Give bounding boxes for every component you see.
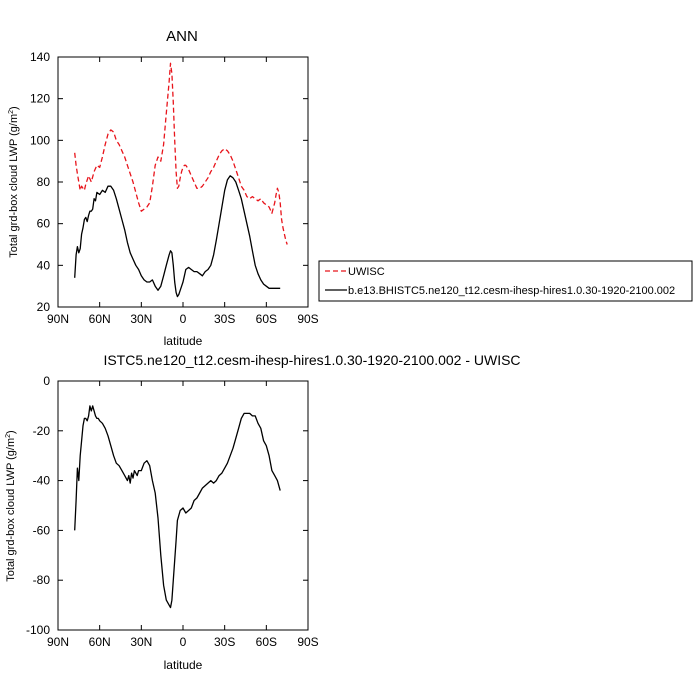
top-xtick-label: 0	[180, 312, 187, 326]
top-panel-ylabel: Total grd-box cloud LWP (g/m2)	[8, 106, 20, 257]
top-ytick-label: 80	[37, 175, 51, 189]
top-xtick-label: 60N	[89, 312, 111, 326]
top-xtick-label: 60S	[256, 312, 277, 326]
top-ytick-label: 100	[30, 133, 50, 147]
bottom-series-line-0	[74, 405, 281, 609]
bottom-xtick-label: 0	[180, 635, 187, 649]
top-ytick-label: 120	[30, 92, 50, 106]
bottom-ytick-label: -40	[33, 474, 51, 488]
top-ytick-label: 140	[30, 50, 50, 64]
legend-box	[318, 260, 693, 302]
bottom-xtick-label: 30N	[130, 635, 152, 649]
bottom-series-group	[74, 405, 281, 609]
bottom-panel-xlabel: latitude	[164, 658, 203, 672]
top-xtick-label: 30S	[214, 312, 235, 326]
bottom-panel-ylabel: Total grd-box cloud LWP (g/m2)	[5, 430, 17, 581]
bottom-ytick-label: -20	[33, 424, 51, 438]
top-series-line-0	[74, 62, 288, 245]
legend-label-model: b.e13.BHISTC5.ne120_t12.cesm-ihesp-hires…	[348, 285, 675, 297]
bottom-plot-frame	[57, 380, 309, 631]
top-ytick-label: 40	[37, 258, 51, 272]
top-xtick-label: 90N	[47, 312, 69, 326]
bottom-ytick-label: -100	[26, 623, 50, 637]
legend: UWISC b.e13.BHISTC5.ne120_t12.cesm-ihesp…	[318, 260, 693, 302]
bottom-ytick-label: 0	[43, 374, 50, 388]
bottom-xtick-label: 30S	[214, 635, 235, 649]
top-plot-frame	[57, 56, 309, 308]
bottom-xtick-label: 90N	[47, 635, 69, 649]
top-ytick-label: 20	[37, 300, 51, 314]
top-series-line-1	[74, 175, 281, 298]
top-x-axis: 90N 60N 30N 0 30S 60S 90S	[47, 57, 319, 326]
bottom-xtick-label: 60N	[89, 635, 111, 649]
top-xtick-label: 30N	[130, 312, 152, 326]
top-series-group	[74, 62, 288, 298]
legend-label-uwisc: UWISC	[348, 266, 385, 278]
bottom-ytick-label: -80	[33, 573, 51, 587]
bottom-y-axis: -100 -80 -60 -40 -20 0	[26, 374, 308, 637]
bottom-xtick-label: 90S	[297, 635, 318, 649]
top-panel-xlabel: latitude	[164, 334, 203, 348]
bottom-ytick-label: -60	[33, 523, 51, 537]
bottom-panel-title: ISTC5.ne120_t12.cesm-ihesp-hires1.0.30-1…	[103, 352, 520, 368]
top-ytick-label: 60	[37, 217, 51, 231]
top-panel: ANN Total grd-box cloud LWP (g/m2) 20 40 6…	[8, 28, 319, 348]
bottom-panel: ISTC5.ne120_t12.cesm-ihesp-hires1.0.30-1…	[5, 352, 521, 672]
top-y-axis: 20 40 60 80 100 120 140	[30, 50, 308, 314]
bottom-x-axis: 90N 60N 30N 0 30S 60S 90S	[47, 381, 319, 649]
bottom-xtick-label: 60S	[256, 635, 277, 649]
top-xtick-label: 90S	[297, 312, 318, 326]
top-panel-title: ANN	[166, 28, 198, 45]
